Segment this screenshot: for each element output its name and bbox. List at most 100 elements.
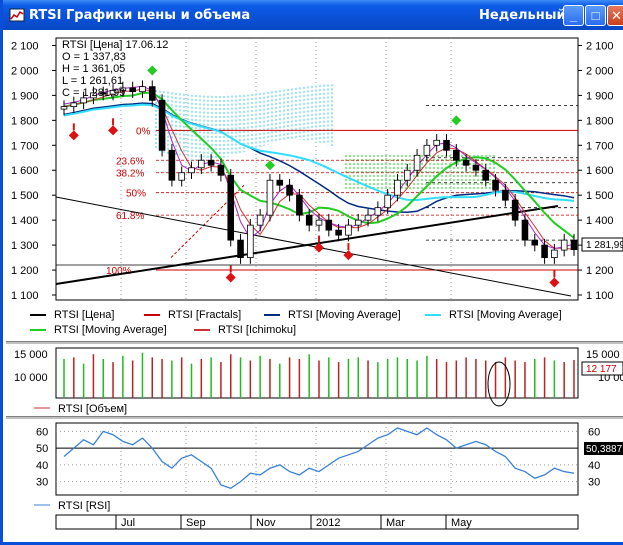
fractal-up (264, 160, 275, 171)
price-candle (305, 214, 313, 226)
price-candle (570, 239, 578, 250)
price-tick-label-right: 1 100 (586, 290, 614, 302)
legend-ma-navy[interactable]: RTSI [Moving Average] (264, 309, 401, 321)
price-tick-label-right: 1 800 (586, 115, 614, 127)
price-candle (482, 169, 490, 181)
rsi-tick-label-right: 60 (588, 426, 600, 438)
price-candle (99, 92, 107, 95)
resistance-trendline[interactable] (55, 196, 572, 297)
volume-legend[interactable]: RTSI [Объем] (58, 403, 127, 415)
fib-level-label: 50% (126, 189, 146, 200)
price-plot-frame (55, 37, 579, 301)
volume-label-15000: 15 000 (14, 349, 48, 361)
price-candle (119, 87, 127, 91)
price-tick-label: 1 500 (11, 190, 39, 202)
price-candle (296, 194, 303, 216)
fibonacci-levels: 0% 23.6% 38.2% 50% 61.8% 100% (106, 104, 578, 277)
price-candle (70, 102, 78, 108)
chart-app-icon (9, 8, 25, 22)
price-candle (109, 90, 117, 95)
current-rsi-box (584, 442, 623, 455)
close-button[interactable]: ✕ (607, 5, 623, 26)
price-candle (462, 159, 470, 166)
pane-splitter-1[interactable] (6, 341, 623, 344)
price-candle (217, 164, 225, 176)
legend-price[interactable]: RTSI [Цена] (30, 309, 114, 321)
price-tick-label: 1 200 (11, 265, 39, 277)
price-pane[interactable]: 0% 23.6% 38.2% 50% 61.8% 100% 2 100 2 000 1 900… (6, 30, 623, 341)
price-candle (531, 239, 539, 246)
trend-lines (55, 196, 578, 297)
price-candle (247, 224, 254, 258)
price-candle (492, 179, 499, 191)
price-tick-label: 2 100 (11, 40, 39, 52)
volume-chart[interactable]: 15 000 10 000 15 000 10 000 12 177 RTSI … (6, 344, 623, 416)
rsi-pane[interactable]: 6060505040403030 50,3887 RTSI [RSI] JulS… (6, 419, 623, 542)
price-candle (198, 159, 205, 169)
legend-ma-cyan[interactable]: RTSI [Moving Average] (425, 309, 562, 321)
price-candle (502, 189, 509, 201)
minimize-button[interactable]: _ (563, 5, 584, 26)
price-candle (325, 219, 333, 231)
volume-label-15000-right: 15 000 (586, 349, 620, 361)
fib-level-label: 38.2% (116, 169, 144, 180)
fractal-down (549, 277, 560, 288)
price-tick-label-right: 1 500 (586, 190, 614, 202)
volume-label-10000: 10 000 (14, 372, 48, 384)
price-candle (60, 106, 68, 110)
current-rsi-value: 50,3887 (586, 444, 623, 455)
price-candle (129, 87, 136, 93)
time-axis-label: 2012 (316, 517, 340, 529)
volume-highlight-ellipse (487, 361, 511, 407)
current-volume-value: 12 177 (586, 364, 617, 375)
price-candle (286, 184, 293, 196)
price-info-high: H = 1 361,05 (62, 63, 126, 75)
price-tick-label-right: 1 700 (586, 140, 614, 152)
legend-ichimoku[interactable]: RTSI [Ichimoku] (194, 324, 296, 336)
price-candle (266, 179, 274, 216)
pane-splitter-2[interactable] (6, 416, 623, 419)
volume-pane[interactable]: 15 000 10 000 15 000 10 000 12 177 RTSI … (6, 344, 623, 416)
price-candle (90, 92, 97, 99)
price-candle (521, 219, 529, 241)
price-chart[interactable]: 0% 23.6% 38.2% 50% 61.8% 100% 2 100 2 000 1 900… (6, 30, 623, 341)
time-axis-labels: Jul Sep Nov 2012 Mar May (115, 515, 472, 529)
price-candle (227, 174, 235, 241)
price-candle (551, 249, 558, 258)
price-tick-label: 1 600 (11, 165, 39, 177)
rsi-legend[interactable]: RTSI [RSI] (58, 500, 110, 512)
legend-ma-green[interactable]: RTSI [Moving Average] (30, 324, 167, 336)
price-tick-label: 1 100 (11, 290, 39, 302)
period-label: Недельный (479, 8, 566, 23)
price-candle (188, 167, 195, 174)
price-tick-label-right: 2 100 (586, 40, 614, 52)
legend-fractals[interactable]: RTSI [Fractals] (144, 309, 241, 321)
price-tick-label-right: 2 000 (586, 65, 614, 77)
price-info-open: O = 1 337,83 (62, 51, 126, 63)
price-tick-label: 2 000 (11, 65, 39, 77)
fractal-down (108, 125, 119, 136)
time-axis-label: Nov (256, 517, 276, 529)
price-tick-label-right: 1 900 (586, 90, 614, 102)
fractal-up (147, 65, 158, 76)
current-volume-box (581, 361, 623, 376)
volume-bars (63, 352, 575, 398)
price-candle (472, 164, 480, 171)
price-candle (354, 219, 362, 226)
price-candle (178, 172, 185, 181)
rsi-tick-label-right: 40 (588, 460, 600, 472)
rsi-chart[interactable]: 6060505040403030 50,3887 RTSI [RSI] JulS… (6, 419, 623, 542)
price-candle (541, 244, 548, 258)
fractal-down (314, 242, 324, 253)
title-bar[interactable]: RTSI Графики цены и объема Недельный _ □… (3, 0, 623, 30)
price-candle (560, 239, 568, 251)
rsi-tick-label: 30 (36, 477, 48, 489)
price-candle (374, 207, 382, 216)
price-candle (158, 99, 166, 151)
price-candle (364, 214, 372, 221)
price-tick-label: 1 800 (11, 115, 39, 127)
price-axis-left: 2 100 2 000 1 900 1 800 1 700 1 600 1 500 1 400… (11, 40, 56, 302)
maximize-button[interactable]: □ (585, 5, 606, 26)
time-axis-label: May (451, 517, 472, 529)
time-axis[interactable] (55, 514, 579, 530)
